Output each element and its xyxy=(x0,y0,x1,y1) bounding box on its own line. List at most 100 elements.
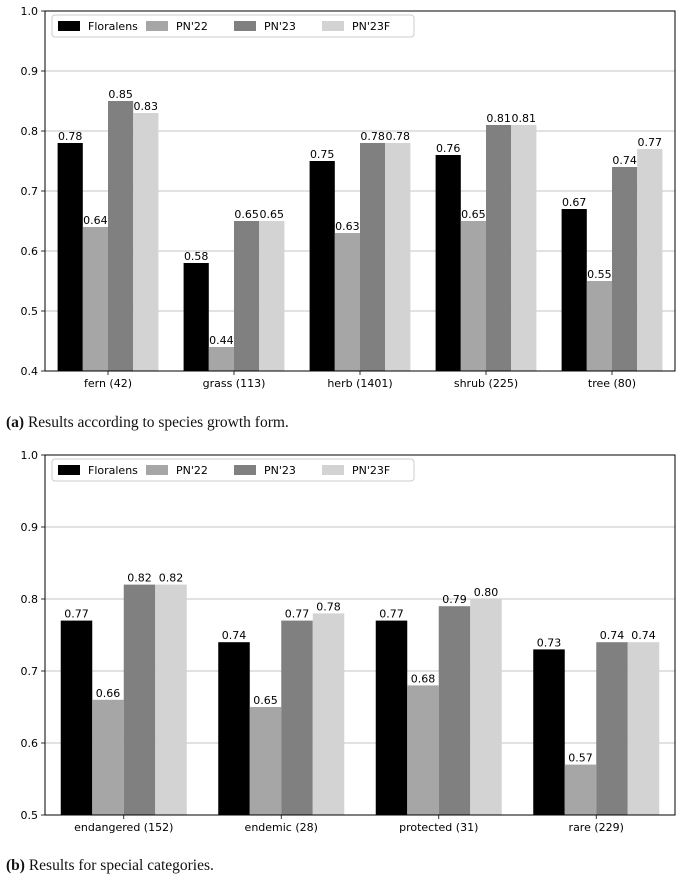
chart-a-legend-label: PN'23 xyxy=(264,20,296,33)
chart-a-y-tick-label: 0.9 xyxy=(21,65,39,78)
chart-b-y-tick-label: 0.8 xyxy=(21,593,39,606)
chart-b-bar-label: 0.79 xyxy=(442,593,467,606)
chart-a-bar-label: 0.65 xyxy=(461,208,486,221)
chart-a-x-tick-label: herb (1401) xyxy=(327,377,392,390)
chart-a-legend-swatch xyxy=(58,21,80,31)
chart-b-bar-label: 0.68 xyxy=(411,672,436,685)
chart-b-legend-label: Floralens xyxy=(88,464,138,477)
chart-b-legend-label: PN'22 xyxy=(176,464,208,477)
chart-a-bar-label: 0.64 xyxy=(83,214,108,227)
chart-a: 0.4 0.5 0.6 0.7 0.8 0.9 1.0 0.78 0.58 0.75 0.76 0.6… xyxy=(21,5,676,390)
chart-a-bar-label: 0.83 xyxy=(134,100,159,113)
chart-b-bar xyxy=(312,613,345,815)
chart-a-y-tick-label: 1.0 xyxy=(21,5,39,18)
chart-b-bar xyxy=(92,699,124,815)
chart-a-y-tick-label: 0.8 xyxy=(21,125,39,138)
chart-a-bar-label: 0.58 xyxy=(184,250,209,263)
chart-a-bar-label: 0.75 xyxy=(310,148,335,161)
chart-a-bar-label: 0.81 xyxy=(486,112,511,125)
chart-a-bar xyxy=(486,125,512,371)
chart-a-bar xyxy=(208,347,234,371)
chart-b-legend xyxy=(51,458,415,482)
chart-b-bar xyxy=(60,620,93,815)
chart-a-bar xyxy=(259,221,285,371)
chart-a-legend-swatch xyxy=(146,21,168,31)
chart-a-x-tick-label: grass (113) xyxy=(203,377,266,390)
chart-a-y-tick-label: 0.6 xyxy=(21,245,39,258)
chart-b-legend-swatch xyxy=(146,465,168,475)
chart-a-y-tick-label: 0.4 xyxy=(21,365,39,378)
chart-b-bar xyxy=(281,620,313,815)
chart-a-bar-label: 0.65 xyxy=(260,208,285,221)
chart-b-bar xyxy=(155,584,187,815)
chart-a-bar-label: 0.67 xyxy=(562,196,587,209)
chart-a-x-tick-label: fern (42) xyxy=(84,377,132,390)
chart-a-bar xyxy=(57,143,83,371)
chart-b-bar-label: 0.77 xyxy=(64,608,89,621)
chart-a-bar-label: 0.78 xyxy=(386,130,411,143)
chart-a-bar-label: 0.65 xyxy=(234,208,259,221)
chart-b-legend-label: PN'23 xyxy=(264,464,296,477)
chart-a-bar xyxy=(183,263,209,371)
caption-b: (b) Results for special categories. xyxy=(6,857,214,875)
chart-a-bar-label: 0.74 xyxy=(612,154,637,167)
chart-a-bar-label: 0.55 xyxy=(587,268,612,281)
chart-b-legend-swatch xyxy=(234,465,256,475)
chart-b-y-tick-label: 0.5 xyxy=(21,809,39,822)
chart-a-y-tick-label: 0.7 xyxy=(21,185,39,198)
chart-b-bar-label: 0.65 xyxy=(253,694,278,707)
chart-b-bar xyxy=(438,606,471,815)
chart-b-bar xyxy=(249,707,282,815)
chart-b-bar xyxy=(596,642,628,815)
chart-a-bar xyxy=(82,227,108,371)
chart-b-bar xyxy=(627,642,660,815)
chart-a-y-tick-label: 0.5 xyxy=(21,305,39,318)
chart-a-bar-label: 0.78 xyxy=(58,130,83,143)
chart-a-legend-swatch xyxy=(234,21,256,31)
chart-a-bar xyxy=(511,125,537,371)
chart-a-bar xyxy=(133,113,159,371)
chart-b-y-tick-label: 0.6 xyxy=(21,737,39,750)
chart-b-bar-label: 0.66 xyxy=(96,687,121,700)
caption-b-text: Results for special categories. xyxy=(24,857,214,874)
chart-a-legend-swatch xyxy=(322,21,344,31)
chart-b-bar xyxy=(123,584,156,815)
chart-b-x-tick-label: endangered (152) xyxy=(74,821,173,834)
chart-a-bar-label: 0.78 xyxy=(360,130,385,143)
chart-a-bar xyxy=(334,233,360,371)
chart-b-bar xyxy=(564,764,597,815)
chart-a-bar xyxy=(435,155,461,371)
chart-a-bar xyxy=(460,221,486,371)
chart-a-bar xyxy=(637,149,663,371)
chart-b-y-tick-label: 1.0 xyxy=(21,449,39,462)
chart-a-bar xyxy=(360,143,386,371)
chart-b: 0.5 0.6 0.7 0.8 0.9 1.0 0.77 0.74 0.77 0.73 0.66 0.… xyxy=(21,449,676,834)
chart-a-bar xyxy=(309,161,335,371)
chart-b-bar-label: 0.74 xyxy=(600,629,625,642)
chart-b-x-tick-label: protected (31) xyxy=(399,821,478,834)
caption-a-label: (a) xyxy=(6,414,25,431)
chart-a-legend-label: PN'23F xyxy=(352,20,390,33)
chart-b-y-tick-label: 0.9 xyxy=(21,521,39,534)
chart-b-bar-label: 0.77 xyxy=(379,608,404,621)
chart-b-bar-label: 0.77 xyxy=(285,608,310,621)
chart-b-bar-label: 0.74 xyxy=(631,629,656,642)
chart-b-x-tick-label: rare (229) xyxy=(569,821,624,834)
chart-a-bar-label: 0.81 xyxy=(512,112,537,125)
chart-b-bar-label: 0.80 xyxy=(474,586,499,599)
chart-b-x-tick-label: endemic (28) xyxy=(245,821,318,834)
chart-b-bar-label: 0.73 xyxy=(537,636,562,649)
chart-b-bar xyxy=(218,642,250,815)
chart-a-bar-label: 0.44 xyxy=(209,334,234,347)
chart-a-legend-label: PN'22 xyxy=(176,20,208,33)
chart-a-x-tick-label: shrub (225) xyxy=(454,377,518,390)
chart-a-bar-label: 0.77 xyxy=(638,136,663,149)
chart-b-bar xyxy=(533,649,565,815)
chart-b-legend-label: PN'23F xyxy=(352,464,390,477)
caption-a-text: Results according to species growth form… xyxy=(24,414,289,431)
chart-b-axes-frame xyxy=(44,454,676,816)
chart-b-bar xyxy=(375,620,408,815)
chart-a-bar-label: 0.85 xyxy=(108,88,133,101)
chart-b-bar-label: 0.74 xyxy=(222,629,247,642)
chart-b-bar xyxy=(470,599,502,815)
